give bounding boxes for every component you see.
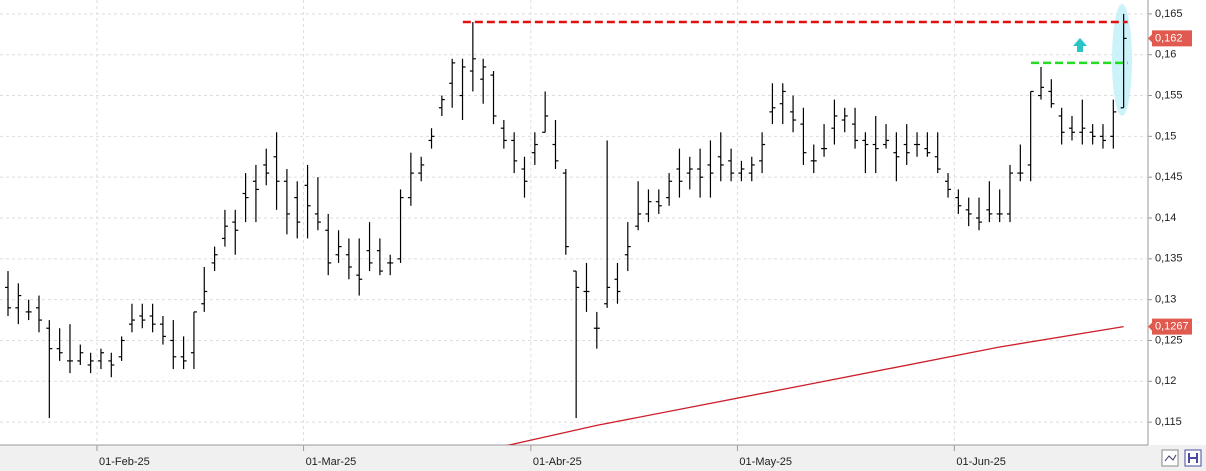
- price-label-pointer: [1148, 34, 1152, 43]
- grid: [0, 0, 1148, 445]
- x-axis-strip: [0, 445, 1206, 471]
- up-arrow: [1073, 38, 1087, 52]
- price-label-box: [1152, 30, 1192, 47]
- marks: [5, 13, 1127, 445]
- y-tick-label: 0,145: [1155, 171, 1183, 183]
- x-tick-label: 01-Jun-25: [956, 456, 1006, 468]
- price-label: 0,162: [1155, 32, 1183, 44]
- y-tick-label: 0,125: [1155, 334, 1183, 346]
- x-tick-label: 01-Abr-25: [533, 456, 582, 468]
- x-tick-label: 01-Feb-25: [99, 456, 150, 468]
- icon-glyph: [1188, 453, 1198, 463]
- y-tick-label: 0,14: [1155, 212, 1176, 224]
- x-tick-label: 01-Mar-25: [306, 456, 357, 468]
- icon-button[interactable]: [1161, 449, 1179, 467]
- y-tick-label: 0,135: [1155, 253, 1183, 265]
- icon-glyph: [1164, 454, 1177, 462]
- price-label-pointer: [1148, 322, 1152, 331]
- y-tick-label: 0,13: [1155, 294, 1176, 306]
- highlight-ellipse: [1112, 4, 1132, 116]
- y-tick-label: 0,16: [1155, 49, 1176, 61]
- y-tick-label: 0,115: [1155, 416, 1182, 428]
- price-label-box: [1152, 318, 1192, 335]
- price-label: 0,1267: [1155, 321, 1189, 333]
- y-tick-label: 0,12: [1155, 375, 1176, 387]
- y-tick-label: 0,165: [1155, 8, 1183, 20]
- x-tick-label: 01-May-25: [739, 456, 792, 468]
- moving-average: [506, 325, 1124, 445]
- y-tick-label: 0,155: [1155, 89, 1183, 101]
- y-tick-label: 0,15: [1155, 130, 1176, 142]
